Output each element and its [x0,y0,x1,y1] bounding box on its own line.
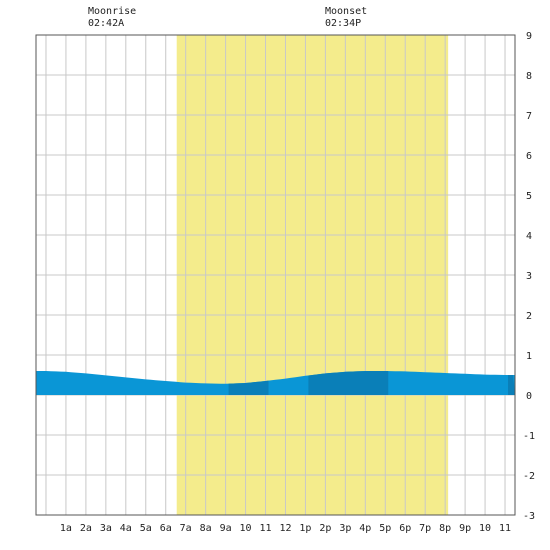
x-tick-label: 1a [60,523,72,534]
moonrise-label: Moonrise 02:42A [88,6,136,30]
moonrise-time: 02:42A [88,18,125,29]
y-tick-label: 4 [526,231,532,242]
x-tick-label: 7a [180,523,192,534]
x-tick-label: 1p [299,523,311,534]
y-tick-label: 8 [526,71,532,82]
moonrise-title: Moonrise [88,6,137,17]
y-tick-label: 1 [526,351,532,362]
moonset-time: 02:34P [325,18,362,29]
y-tick-label: -1 [523,431,535,442]
x-tick-label: 8a [200,523,212,534]
x-tick-label: 2a [80,523,92,534]
grid-layer [36,34,515,516]
x-tick-label: 10 [479,523,491,534]
x-tick-label: 3p [339,523,351,534]
y-tick-label: -2 [523,471,535,482]
x-tick-label: 5p [379,523,391,534]
x-tick-label: 3a [100,523,112,534]
x-tick-label: 9a [220,523,232,534]
tide-shade-band [228,380,269,395]
x-tick-label: 10 [240,523,252,534]
tide-shade-band [508,375,515,395]
y-tick-labels: -3 -2 -1 0 1 2 3 4 5 6 7 8 9 [523,31,535,522]
tide-area-layer [36,371,515,395]
y-tick-label: 0 [526,391,532,402]
x-tick-label: 2p [319,523,331,534]
y-tick-label: 2 [526,311,532,322]
moonset-title: Moonset [325,6,368,17]
moonset-label: Moonset 02:34P [325,6,367,30]
x-tick-label: 5a [140,523,152,534]
y-tick-label: 9 [526,31,532,42]
plot-frame [35,34,516,516]
y-tick-label: 5 [526,191,532,202]
x-tick-labels: 1a 2a 3a 4a 5a 6a 7a 8a 9a 10 11 12 1p 2p 3p 4p 5p 6p 7p 8p… [60,523,511,534]
x-tick-label: 8p [439,523,451,534]
x-tick-label: 11 [259,523,271,534]
tide-shade-band [308,371,389,395]
plot-frame-layer [35,34,516,516]
y-tick-label: 6 [526,151,532,162]
y-tick-label: 7 [526,111,532,122]
x-tick-label: 4p [359,523,371,534]
x-tick-label: 7p [419,523,431,534]
tide-area [36,371,515,395]
x-tick-label: 9p [459,523,471,534]
x-tick-label: 12 [279,523,291,534]
y-tick-label: -3 [523,511,535,522]
x-tick-label: 11 [499,523,511,534]
x-tick-label: 6a [160,523,172,534]
x-tick-label: 4a [120,523,132,534]
y-tick-label: 3 [526,271,532,282]
x-tick-label: 6p [399,523,411,534]
